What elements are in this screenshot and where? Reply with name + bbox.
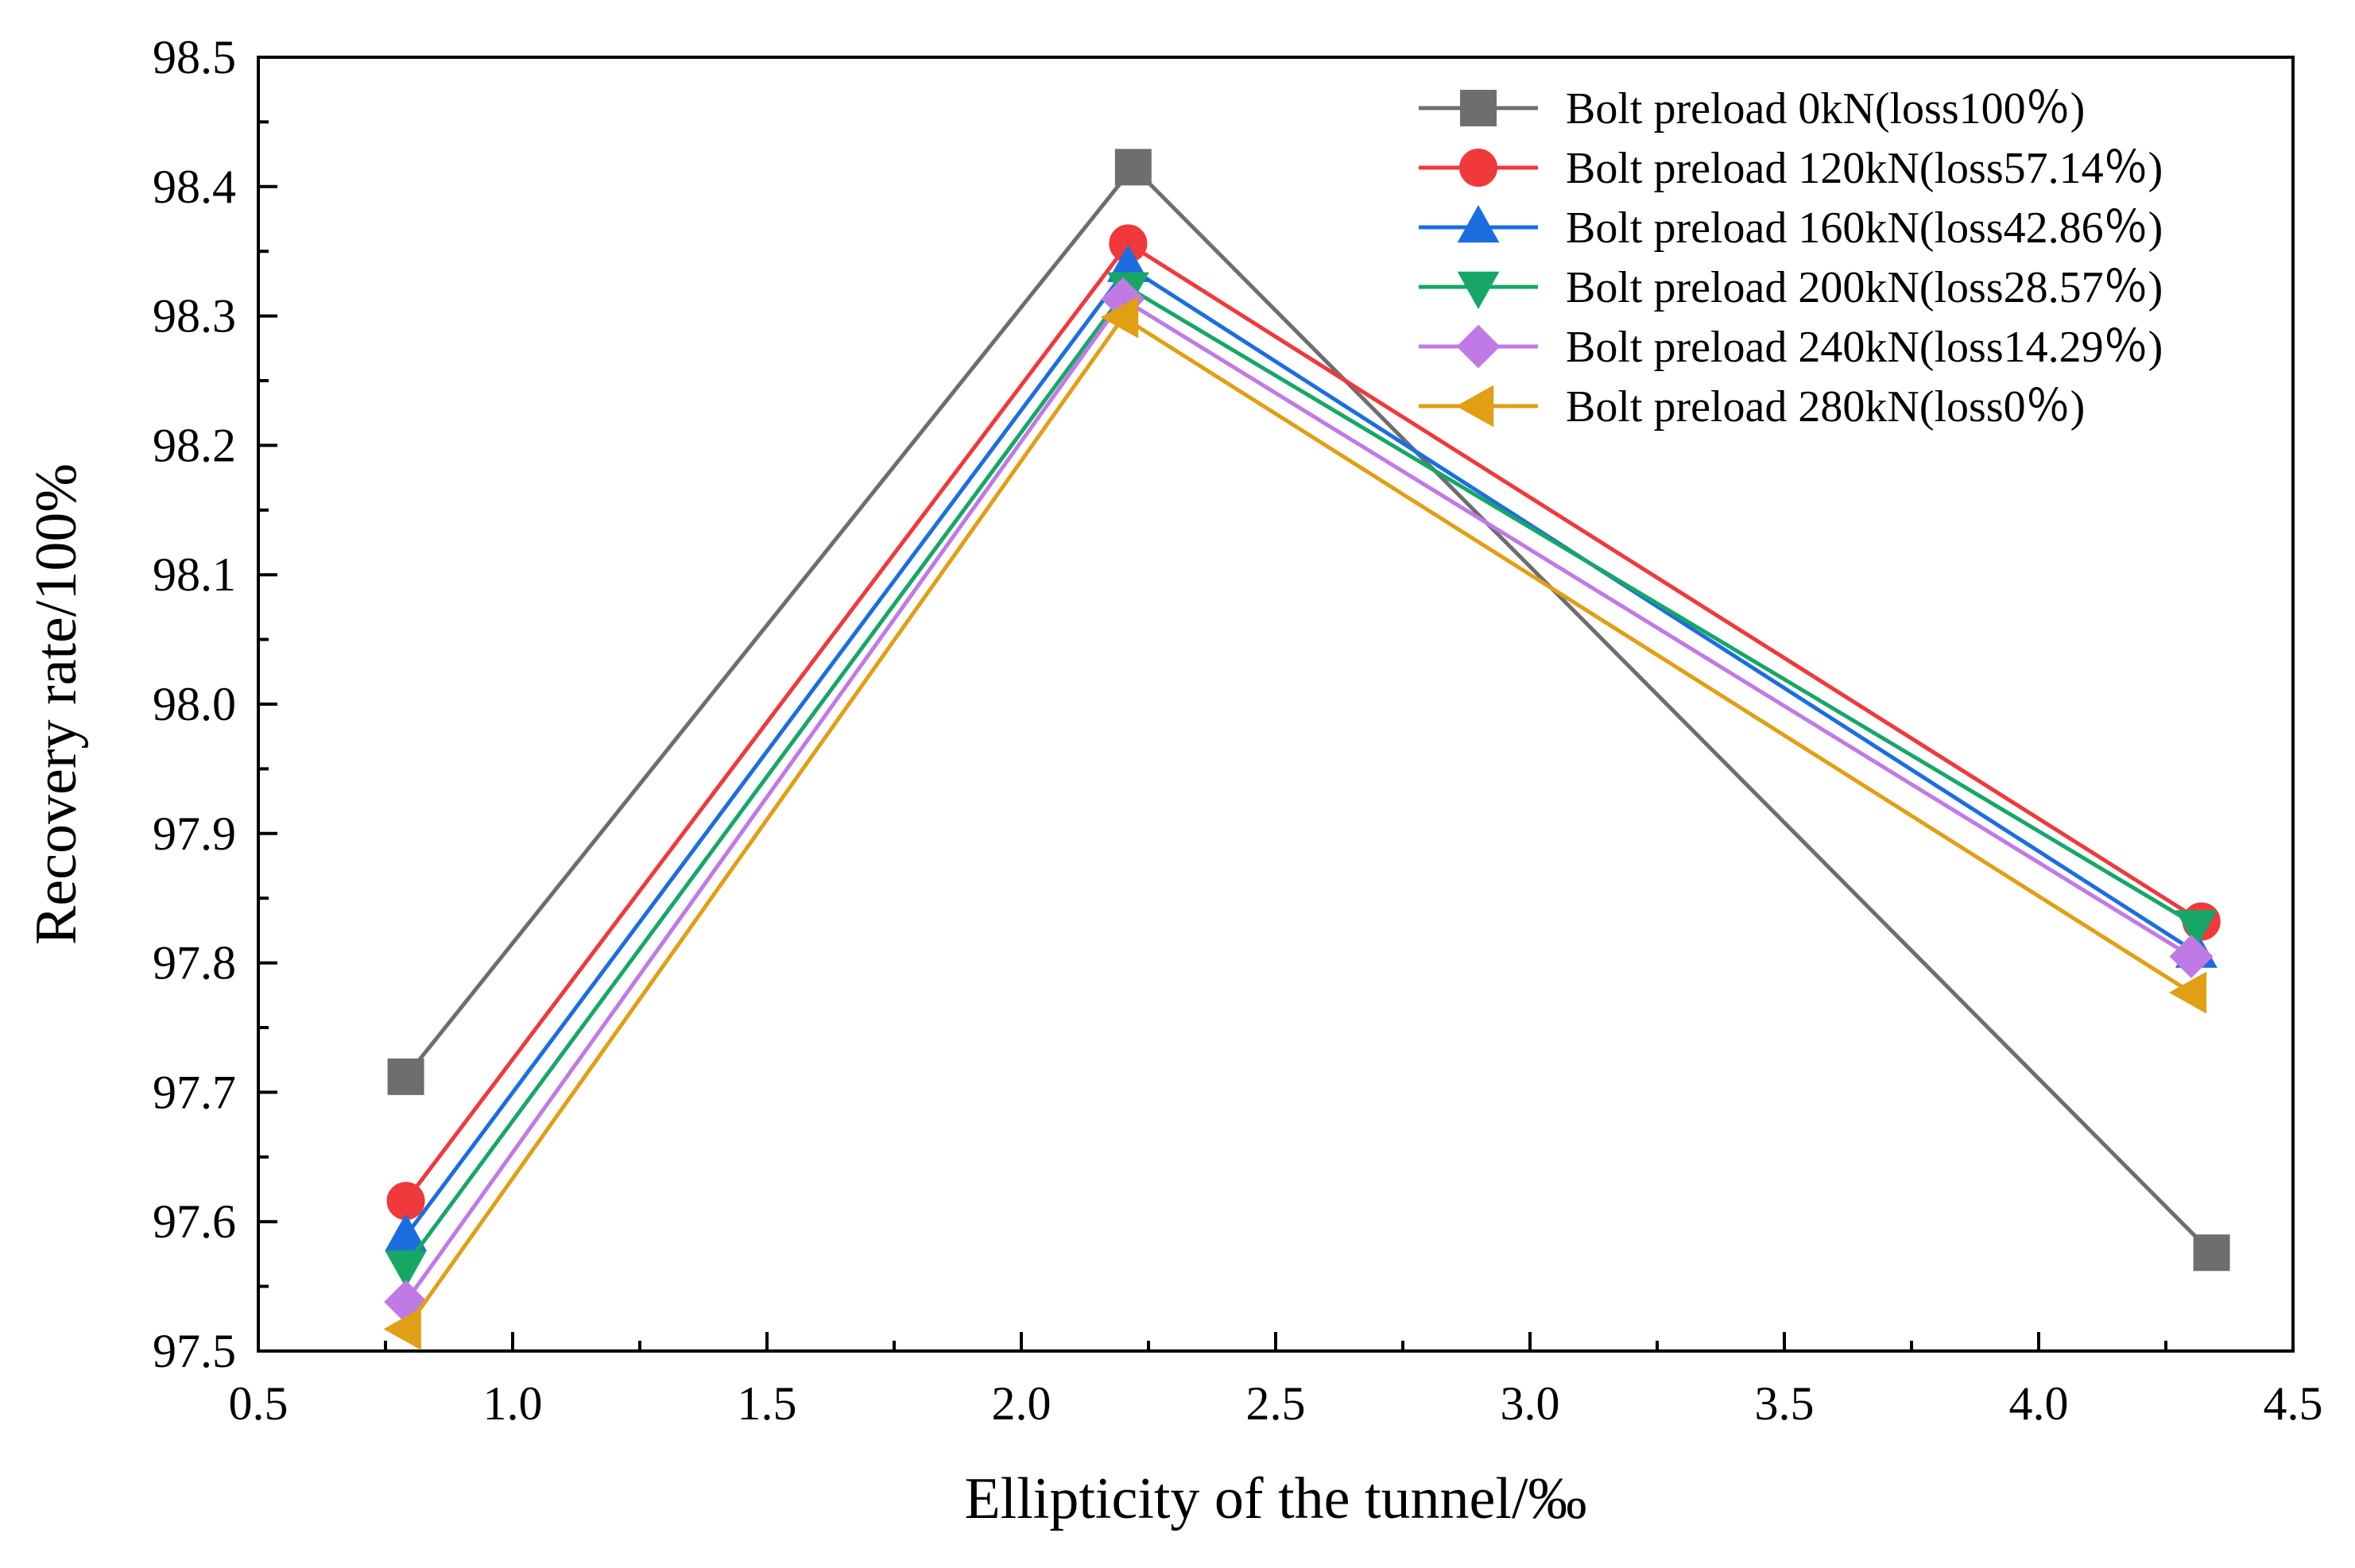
data-point [2169, 935, 2214, 978]
y-tick-label: 98.1 [153, 548, 236, 601]
axis-tick-labels: 0.5 1.0 1.5 2.0 2.5 3.0 3.5 4.0 4.5 97.5 97.6 97.7 9… [153, 31, 2323, 1430]
legend-item: Bolt preload 280kN(loss0％) [1419, 382, 2085, 432]
data-point [2193, 1234, 2230, 1272]
data-point [1100, 296, 1139, 339]
legend-item: Bolt preload 200kN(loss28.57％) [1419, 263, 2163, 312]
y-tick-label: 97.5 [153, 1325, 236, 1377]
legend-label: Bolt preload 120kN(loss57.14％) [1566, 144, 2163, 193]
legend-label: Bolt preload 0kN(loss100％) [1566, 84, 2085, 134]
legend-label: Bolt preload 280kN(loss0％) [1566, 382, 2085, 432]
series-line [404, 285, 2198, 1268]
data-point [1114, 149, 1152, 186]
series-line [404, 314, 2193, 1330]
x-tick-label: 1.0 [483, 1377, 543, 1430]
legend-label: Bolt preload 240kN(loss14.29％) [1566, 323, 2163, 372]
x-tick-label: 4.0 [2009, 1377, 2069, 1430]
data-point [387, 1058, 424, 1095]
y-tick-label: 98.3 [153, 290, 236, 343]
legend-item: Bolt preload 160kN(loss42.86％) [1419, 203, 2163, 253]
data-point [383, 1307, 421, 1350]
legend-marker [1456, 324, 1501, 369]
x-tick-label: 2.5 [1246, 1377, 1306, 1430]
x-tick-label: 3.0 [1501, 1377, 1560, 1430]
legend-marker [1457, 204, 1500, 243]
legend-item: Bolt preload 240kN(loss14.29％) [1419, 323, 2163, 372]
x-tick-label: 4.5 [2264, 1377, 2323, 1430]
x-tick-label: 0.5 [229, 1377, 289, 1430]
y-tick-label: 97.7 [153, 1066, 236, 1118]
series-2 [386, 224, 2221, 1221]
x-tick-label: 1.5 [738, 1377, 797, 1430]
y-axis-title: Recovery rate/100% [24, 463, 89, 945]
x-axis-title: Ellipticity of the tunnel/‰ [964, 1466, 1586, 1531]
legend-marker [1460, 90, 1497, 126]
series-group [383, 149, 2230, 1350]
data-point [2175, 910, 2217, 948]
x-tick-label: 2.0 [992, 1377, 1052, 1430]
axis-ticks [257, 56, 2295, 1353]
y-tick-label: 97.6 [153, 1195, 236, 1248]
legend-label: Bolt preload 200kN(loss28.57％) [1566, 263, 2163, 312]
series-6 [383, 296, 2207, 1350]
data-point [2168, 971, 2207, 1014]
series-5 [384, 277, 2214, 1324]
y-tick-label: 97.8 [153, 937, 236, 989]
x-tick-label: 3.5 [1755, 1377, 1815, 1430]
series-line [404, 296, 2193, 1303]
legend-item: Bolt preload 120kN(loss57.14％) [1419, 144, 2163, 193]
legend-item: Bolt preload 0kN(loss100％) [1419, 84, 2085, 134]
y-tick-label: 98.2 [153, 419, 236, 471]
y-tick-label: 97.9 [153, 807, 236, 860]
data-point [385, 1214, 428, 1252]
legend: Bolt preload 0kN(loss100％) Bolt preload 1… [1419, 84, 2163, 432]
data-point [385, 1250, 428, 1288]
legend-marker [1459, 149, 1497, 187]
legend-marker [1457, 271, 1500, 310]
y-tick-label: 98.5 [153, 31, 236, 83]
y-tick-label: 98.0 [153, 678, 236, 730]
y-tick-label: 98.4 [153, 161, 236, 213]
legend-label: Bolt preload 160kN(loss42.86％) [1566, 203, 2163, 253]
series-1 [387, 149, 2230, 1272]
legend-marker [1455, 385, 1494, 428]
